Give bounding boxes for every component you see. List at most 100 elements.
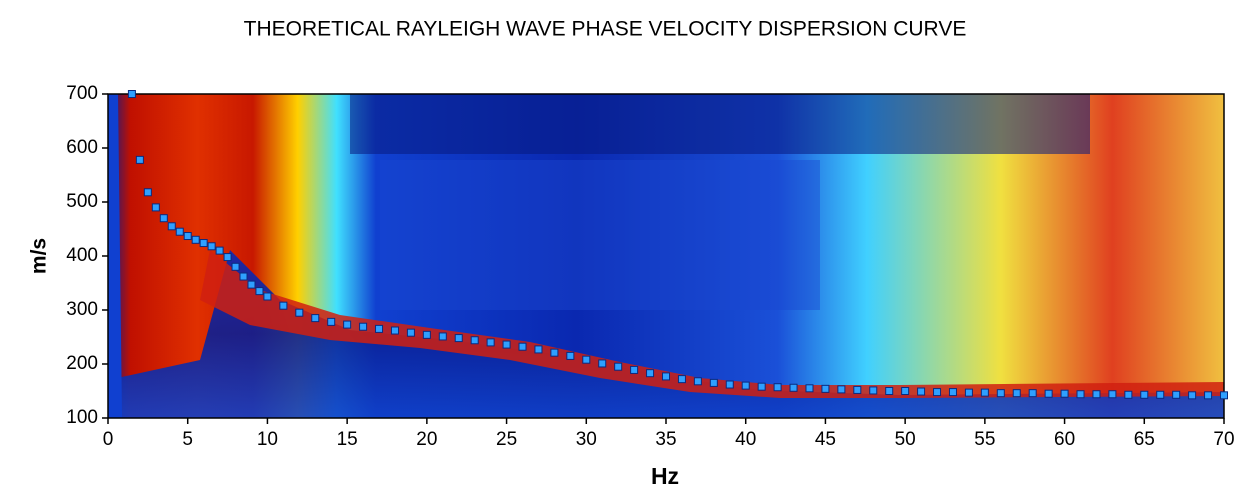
data-point <box>375 324 384 333</box>
x-tick-label: 45 <box>815 429 836 450</box>
data-point <box>454 334 463 343</box>
data-point <box>343 320 352 329</box>
data-point <box>757 382 766 391</box>
spectrum-shade <box>350 94 1090 154</box>
spectrum-edge <box>108 94 122 418</box>
data-point <box>295 308 304 317</box>
data-point <box>1140 390 1149 399</box>
data-point <box>183 232 192 241</box>
x-tick-label: 35 <box>655 429 676 450</box>
data-point <box>135 155 144 164</box>
data-point <box>1124 390 1133 399</box>
data-point <box>175 227 184 236</box>
data-point <box>1188 391 1197 400</box>
data-point <box>191 235 200 244</box>
data-point <box>980 388 989 397</box>
data-point <box>662 372 670 381</box>
data-point <box>239 272 248 281</box>
data-point <box>518 342 527 351</box>
data-point <box>677 375 686 384</box>
x-tick-label: 40 <box>735 429 756 450</box>
data-point <box>805 384 814 393</box>
data-point <box>167 222 176 231</box>
data-point <box>741 381 750 390</box>
x-tick-label: 5 <box>182 429 193 450</box>
y-tick-label: 400 <box>66 245 98 266</box>
spectrum-ridge <box>200 250 1224 398</box>
data-point <box>1044 389 1053 398</box>
data-point <box>231 262 240 271</box>
data-point <box>964 388 973 397</box>
data-point <box>199 239 208 248</box>
data-point <box>1204 391 1213 400</box>
data-point <box>948 388 957 397</box>
data-point <box>255 287 264 296</box>
data-point <box>630 365 639 374</box>
data-point <box>359 322 368 331</box>
data-point <box>1156 390 1165 399</box>
y-tick-label: 200 <box>66 353 98 374</box>
x-tick-label: 0 <box>103 429 114 450</box>
x-axis-label: Hz <box>651 463 679 489</box>
data-point <box>207 242 216 251</box>
y-axis-label: m/s <box>28 238 51 274</box>
spectrum-low-band <box>108 250 1224 418</box>
data-point <box>279 301 288 310</box>
data-point <box>143 188 152 197</box>
x-tick-label: 10 <box>257 429 278 450</box>
data-point <box>438 332 447 341</box>
data-point <box>311 314 320 323</box>
data-point <box>1108 390 1117 399</box>
data-point <box>1076 390 1085 399</box>
data-point <box>1012 389 1021 398</box>
dispersion-image <box>108 94 1224 418</box>
x-tick-label: 60 <box>1054 429 1075 450</box>
data-point <box>917 387 926 396</box>
data-point <box>1060 389 1069 398</box>
data-point <box>598 359 607 368</box>
data-point <box>1092 390 1101 399</box>
data-point <box>837 385 846 394</box>
data-point <box>996 389 1005 398</box>
chart-title: THEORETICAL RAYLEIGH WAVE PHASE VELOCITY… <box>244 18 967 41</box>
x-tick-label: 25 <box>496 429 517 450</box>
data-point <box>773 383 782 392</box>
data-point <box>223 253 232 262</box>
x-tick-label: 70 <box>1213 429 1234 450</box>
data-point <box>406 328 415 337</box>
data-point <box>614 362 623 371</box>
data-point <box>885 387 894 395</box>
data-point <box>933 388 942 397</box>
data-point <box>127 90 136 98</box>
data-point <box>486 338 495 347</box>
data-point <box>853 385 862 394</box>
data-point <box>869 386 878 395</box>
spectrum-shade <box>380 160 820 310</box>
y-tick-label: 100 <box>66 407 98 428</box>
data-point <box>263 292 272 301</box>
data-point <box>1220 391 1228 400</box>
y-tick-label: 500 <box>66 191 98 212</box>
x-tick-label: 30 <box>576 429 597 450</box>
x-tick-label: 55 <box>974 429 995 450</box>
data-point <box>422 330 431 339</box>
y-tick-label: 600 <box>66 137 98 158</box>
data-point <box>709 378 718 387</box>
data-point <box>725 380 734 389</box>
data-point <box>151 203 160 212</box>
x-tick-label: 15 <box>337 429 358 450</box>
x-tick-label: 65 <box>1134 429 1155 450</box>
data-point <box>159 214 168 223</box>
data-point <box>646 369 655 378</box>
data-point <box>215 246 224 255</box>
y-tick-label: 700 <box>66 83 98 104</box>
data-point <box>550 348 559 357</box>
data-point <box>566 351 575 360</box>
data-point <box>1028 389 1037 398</box>
data-point <box>502 340 511 349</box>
data-point <box>789 383 798 392</box>
y-tick-label: 300 <box>66 299 98 320</box>
data-point <box>534 345 543 354</box>
data-point <box>390 326 399 335</box>
